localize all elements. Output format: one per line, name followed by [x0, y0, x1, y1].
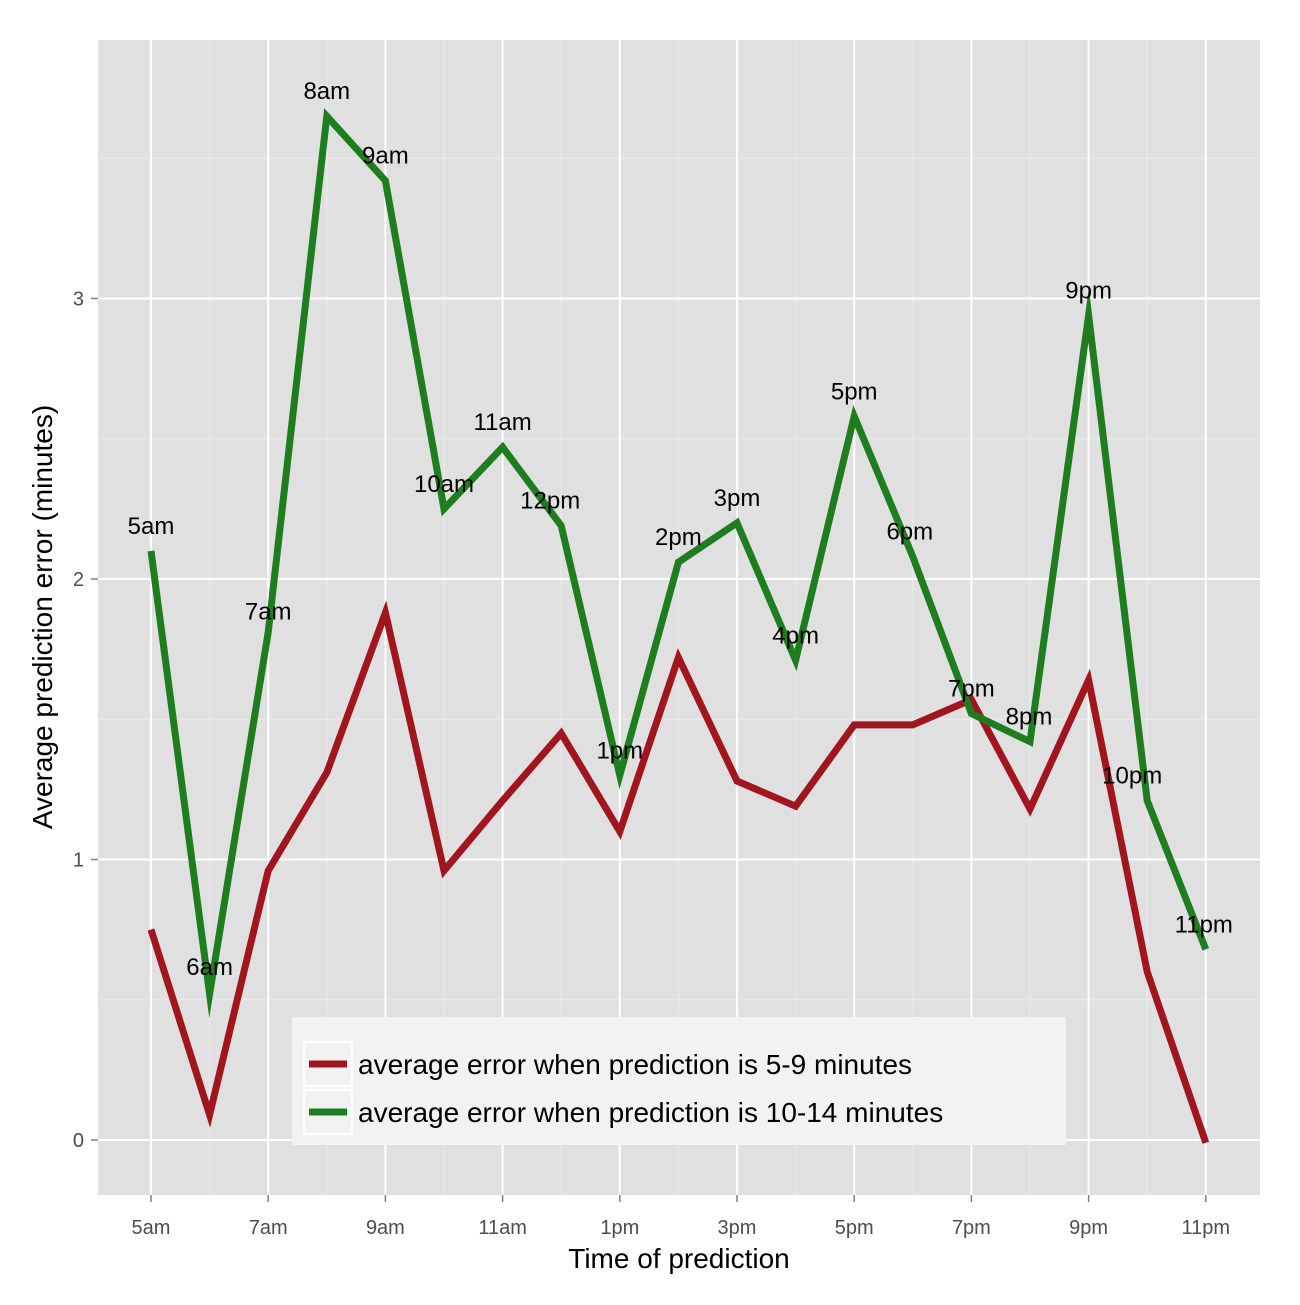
- point-label: 12pm: [520, 488, 580, 515]
- y-tick-label: 2: [73, 569, 84, 591]
- point-label: 5pm: [831, 378, 878, 405]
- legend: average error when prediction is 5-9 min…: [292, 1017, 1066, 1145]
- x-tick-label: 9pm: [1069, 1217, 1108, 1239]
- x-tick-label: 7pm: [952, 1217, 991, 1239]
- x-tick-label: 1pm: [600, 1217, 639, 1239]
- legend-label: average error when prediction is 5-9 min…: [358, 1049, 912, 1080]
- legend-label: average error when prediction is 10-14 m…: [358, 1097, 943, 1128]
- series-line-1: [147, 600, 1210, 1144]
- point-label: 6pm: [886, 519, 933, 546]
- x-tick-label: 9am: [366, 1217, 405, 1239]
- point-labels: 5am 6am 7am 8am 9am 10am 11am 12pm 1pm 2pm 3pm 4pm 5…: [128, 78, 1233, 981]
- series-lines: [147, 108, 1210, 1144]
- y-tick-label: 0: [73, 1130, 84, 1152]
- x-tick-label: 5pm: [835, 1217, 874, 1239]
- point-label: 2pm: [655, 524, 702, 551]
- point-label: 6am: [186, 954, 233, 981]
- y-axis: 0 1 2 3: [73, 289, 98, 1152]
- point-label: 7am: [245, 598, 292, 625]
- point-label: 4pm: [772, 622, 819, 649]
- x-tick-label: 7am: [249, 1217, 288, 1239]
- point-label: 11am: [473, 409, 531, 436]
- x-axis-title: Time of prediction: [568, 1243, 790, 1274]
- y-tick-label: 1: [73, 850, 84, 872]
- point-label: 3pm: [714, 485, 761, 512]
- minor-gridlines: [98, 40, 1260, 1195]
- x-tick-label: 11am: [478, 1217, 527, 1239]
- point-label: 7pm: [948, 676, 995, 703]
- point-label: 10am: [414, 471, 474, 498]
- series-line-2: [147, 108, 1210, 1019]
- point-label: 10pm: [1102, 763, 1162, 790]
- panel-background: [98, 40, 1260, 1195]
- point-label: 5am: [128, 513, 175, 540]
- point-label: 9pm: [1065, 277, 1112, 304]
- legend-box: [292, 1017, 1066, 1145]
- y-axis-title: Average prediction error (minutes): [27, 405, 58, 829]
- point-label: 1pm: [596, 737, 643, 764]
- point-label: 9am: [362, 143, 409, 170]
- x-tick-label: 5am: [132, 1217, 171, 1239]
- x-tick-label: 3pm: [718, 1217, 757, 1239]
- x-axis: 5am 7am 9am 11am 1pm 3pm 5pm 7pm 9pm 11pm: [132, 1195, 1231, 1239]
- y-tick-label: 3: [73, 289, 84, 311]
- point-label: 8pm: [1006, 704, 1053, 731]
- point-label: 8am: [303, 78, 350, 105]
- x-tick-label: 11pm: [1182, 1217, 1231, 1239]
- point-label: 11pm: [1175, 911, 1233, 938]
